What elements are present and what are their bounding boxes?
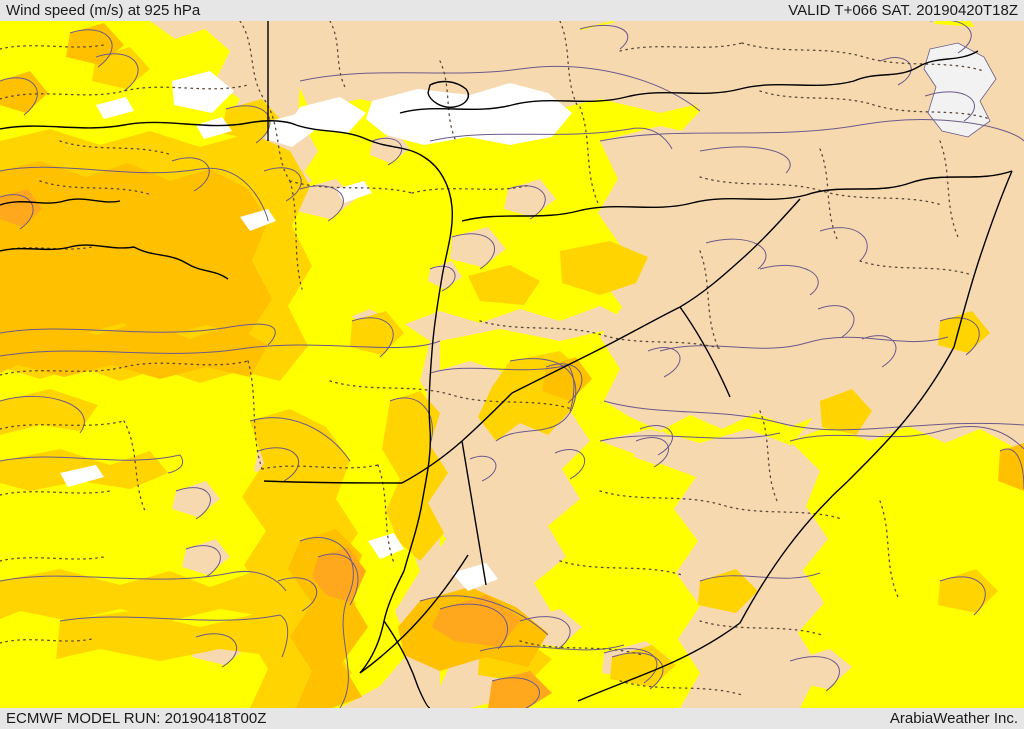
band-strong [0,23,1024,708]
wind-speed-contour-plot [0,21,1024,708]
footer-bar: ECMWF MODEL RUN: 20190418T00Z ArabiaWeat… [0,708,1024,729]
band-calm [60,71,572,591]
contour-lines [0,21,1024,708]
provider-label: ArabiaWeather Inc. [889,710,1018,727]
map-title: Wind speed (m/s) at 925 hPa [6,2,201,19]
valid-time-label: VALID T+066 SAT. 20190420T18Z [788,2,1018,19]
model-run-label: ECMWF MODEL RUN: 20190418T00Z [6,710,267,727]
admin-boundaries [0,21,991,696]
forecast-map[interactable] [0,21,1024,708]
band-very-strong [0,189,552,708]
header-bar: Wind speed (m/s) at 925 hPa VALID T+066 … [0,0,1024,21]
lake-body [923,42,997,138]
country-borders [0,21,1013,708]
